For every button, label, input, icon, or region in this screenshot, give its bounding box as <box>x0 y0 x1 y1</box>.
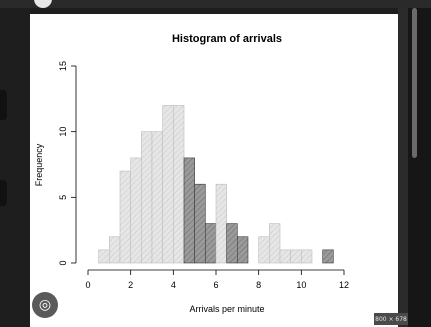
histogram-bar <box>215 183 227 264</box>
histogram-bar <box>130 157 142 264</box>
histogram-bar <box>194 183 206 264</box>
side-button-upper <box>0 90 7 120</box>
x-tick-label: 4 <box>171 280 176 290</box>
y-axis: 0 5 10 15 <box>58 61 77 266</box>
histogram-bar <box>226 223 238 264</box>
x-tick-label: 10 <box>296 280 306 290</box>
histogram-bar <box>290 249 302 264</box>
histogram-bar <box>322 249 334 264</box>
histogram-bar <box>173 105 185 264</box>
histogram-bar <box>301 249 313 264</box>
y-tick-label: 5 <box>58 195 68 200</box>
top-strip <box>0 0 431 8</box>
x-axis-label: Arrivals per minute <box>189 304 264 314</box>
scrollbar-thumb[interactable] <box>412 8 417 158</box>
y-tick-label: 15 <box>58 61 68 71</box>
histogram-bar <box>269 223 281 264</box>
histogram-bar <box>279 249 291 264</box>
right-bezel <box>398 8 408 327</box>
histogram-bar <box>162 105 174 264</box>
x-axis: 0 2 4 6 8 10 12 <box>85 269 349 290</box>
x-tick-label: 6 <box>213 280 218 290</box>
histogram-bar <box>258 236 270 264</box>
histogram-bar <box>183 157 195 264</box>
histogram-bar <box>109 236 121 264</box>
histogram-bar <box>98 249 110 264</box>
image-size-badge: 800 × 678 <box>374 313 408 325</box>
side-button-lower <box>0 180 7 206</box>
histogram-bar <box>141 131 153 264</box>
histogram-bar <box>151 131 163 264</box>
histogram-bars <box>98 105 334 264</box>
image-screen <box>30 14 398 327</box>
histogram-bar <box>119 170 131 264</box>
y-axis-label: Frequency <box>34 143 44 186</box>
x-tick-label: 12 <box>339 280 349 290</box>
top-notch <box>34 0 52 8</box>
y-tick-label: 10 <box>58 127 68 137</box>
chart-title: Histogram of arrivals <box>172 33 282 45</box>
lens-button[interactable]: ◎ <box>32 292 58 318</box>
x-tick-label: 2 <box>128 280 133 290</box>
y-tick-label: 0 <box>58 260 68 265</box>
histogram-bar <box>237 236 249 264</box>
x-tick-label: 8 <box>256 280 261 290</box>
x-tick-label: 0 <box>85 280 90 290</box>
lens-icon: ◎ <box>38 297 52 313</box>
histogram-bar <box>205 223 217 264</box>
